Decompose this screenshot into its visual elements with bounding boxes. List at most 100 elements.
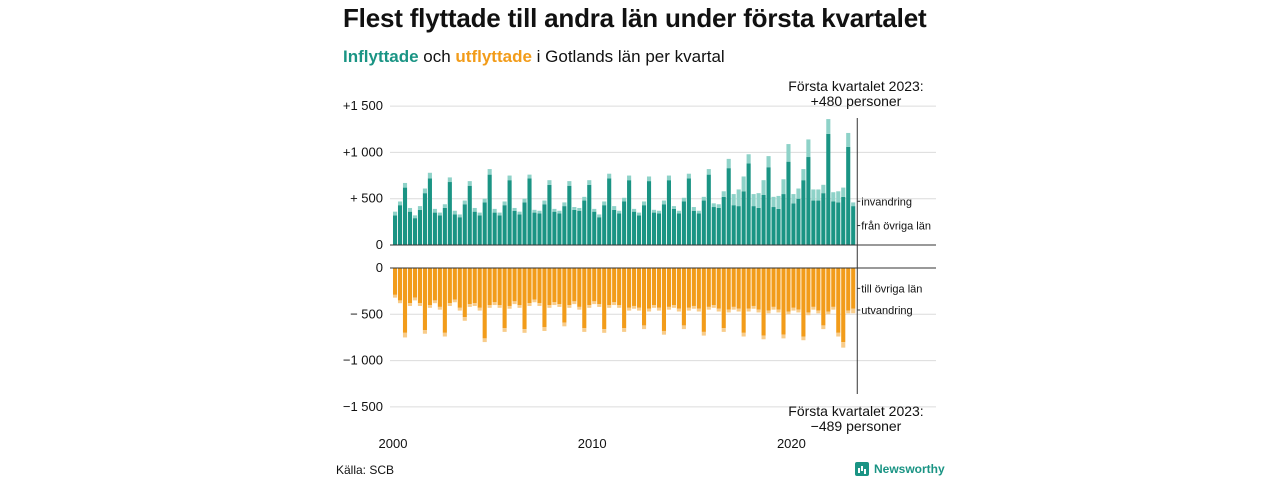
bar-fran-ovriga-lan: [851, 206, 856, 245]
bar-invandring: [642, 201, 647, 206]
annotation-top: Första kvartalet 2023:: [788, 78, 923, 94]
subtitle-inflyttade: Inflyttade: [343, 47, 419, 66]
bar-till-ovriga-lan: [487, 268, 492, 306]
bar-utvandring: [512, 301, 517, 305]
bar-fran-ovriga-lan: [756, 207, 761, 245]
bar-till-ovriga-lan: [751, 268, 756, 306]
bar-invandring: [821, 184, 826, 194]
bar-utvandring: [432, 300, 437, 304]
bar-till-ovriga-lan: [676, 268, 681, 309]
bar-utvandring: [637, 307, 642, 311]
bar-till-ovriga-lan: [686, 268, 691, 308]
bar-utvandring: [716, 308, 721, 312]
bar-invandring: [836, 191, 841, 203]
bar-utvandring: [801, 336, 806, 341]
bar-fran-ovriga-lan: [607, 178, 612, 245]
bar-utvandring: [836, 332, 841, 337]
bar-invandring: [786, 144, 791, 162]
bar-fran-ovriga-lan: [821, 193, 826, 245]
bar-invandring: [602, 201, 607, 206]
bar-invandring: [776, 195, 781, 209]
bar-fran-ovriga-lan: [786, 161, 791, 245]
bar-till-ovriga-lan: [402, 268, 408, 333]
bar-till-ovriga-lan: [726, 268, 731, 310]
bar-utvandring: [617, 305, 622, 308]
bar-marks: [393, 119, 856, 348]
chart-title: Flest flyttade till andra län under förs…: [343, 3, 927, 33]
bar-fran-ovriga-lan: [801, 180, 806, 245]
bar-utvandring: [492, 302, 497, 306]
bar-utvandring: [577, 306, 582, 310]
bar-invandring: [572, 207, 577, 210]
bar-fran-ovriga-lan: [542, 204, 547, 245]
bar-till-ovriga-lan: [771, 268, 776, 307]
bar-invandring: [537, 210, 542, 214]
bar-till-ovriga-lan: [582, 268, 587, 329]
bar-utvandring: [487, 305, 492, 308]
bar-invandring: [706, 169, 711, 175]
bar-invandring: [552, 208, 557, 212]
bar-utvandring: [786, 311, 791, 315]
bar-utvandring: [527, 303, 532, 306]
bar-fran-ovriga-lan: [622, 201, 627, 245]
bar-utvandring: [781, 334, 786, 339]
bar-fran-ovriga-lan: [407, 211, 413, 245]
source-note: Källa: SCB: [336, 463, 395, 477]
bar-till-ovriga-lan: [791, 268, 796, 308]
bar-fran-ovriga-lan: [507, 180, 512, 245]
bar-invandring: [557, 210, 562, 214]
bar-till-ovriga-lan: [806, 268, 811, 313]
x-tick-label: 2010: [578, 436, 607, 451]
bar-invandring: [427, 172, 432, 179]
bar-invandring: [746, 154, 751, 164]
bar-invandring: [646, 176, 652, 182]
bar-utvandring: [666, 306, 671, 310]
bar-fran-ovriga-lan: [602, 205, 607, 245]
bar-invandring: [417, 206, 422, 210]
bar-till-ovriga-lan: [577, 268, 582, 307]
bar-till-ovriga-lan: [716, 268, 721, 309]
bar-utvandring: [602, 329, 607, 333]
bar-invandring: [622, 197, 627, 202]
bar-fran-ovriga-lan: [731, 205, 736, 245]
bar-utvandring: [472, 303, 477, 306]
bar-utvandring: [393, 294, 398, 298]
bar-fran-ovriga-lan: [527, 178, 532, 245]
bar-invandring: [696, 210, 701, 214]
bar-invandring: [761, 180, 766, 195]
bar-invandring: [826, 119, 831, 134]
bar-till-ovriga-lan: [691, 268, 696, 306]
bar-invandring: [721, 191, 726, 197]
bar-utvandring: [497, 305, 502, 308]
bar-utvandring: [646, 308, 652, 312]
bar-invandring: [507, 175, 512, 181]
bar-invandring: [781, 179, 786, 195]
bar-invandring: [512, 207, 517, 211]
bar-till-ovriga-lan: [527, 268, 532, 304]
bar-fran-ovriga-lan: [771, 207, 776, 245]
bar-till-ovriga-lan: [452, 268, 457, 300]
bar-invandring: [437, 212, 442, 216]
bar-invandring: [651, 209, 657, 213]
bar-invandring: [432, 208, 437, 213]
bar-till-ovriga-lan: [522, 268, 527, 330]
bar-utvandring: [746, 308, 751, 312]
bar-utvandring: [711, 305, 716, 308]
bar-utvandring: [831, 306, 836, 310]
bar-fran-ovriga-lan: [811, 200, 816, 245]
bar-till-ovriga-lan: [567, 268, 572, 306]
bar-till-ovriga-lan: [542, 268, 547, 328]
bar-till-ovriga-lan: [472, 268, 477, 304]
bar-till-ovriga-lan: [627, 268, 632, 308]
bar-invandring: [661, 200, 667, 205]
bar-invandring: [791, 194, 796, 204]
bar-till-ovriga-lan: [821, 268, 826, 326]
bar-utvandring: [532, 299, 537, 303]
bar-invandring: [806, 139, 811, 158]
bar-utvandring: [412, 297, 418, 301]
bar-till-ovriga-lan: [462, 268, 467, 318]
bar-utvandring: [751, 305, 756, 309]
annotation-top: +480 personer: [811, 93, 902, 109]
y-tick-label: + 500: [350, 191, 383, 206]
